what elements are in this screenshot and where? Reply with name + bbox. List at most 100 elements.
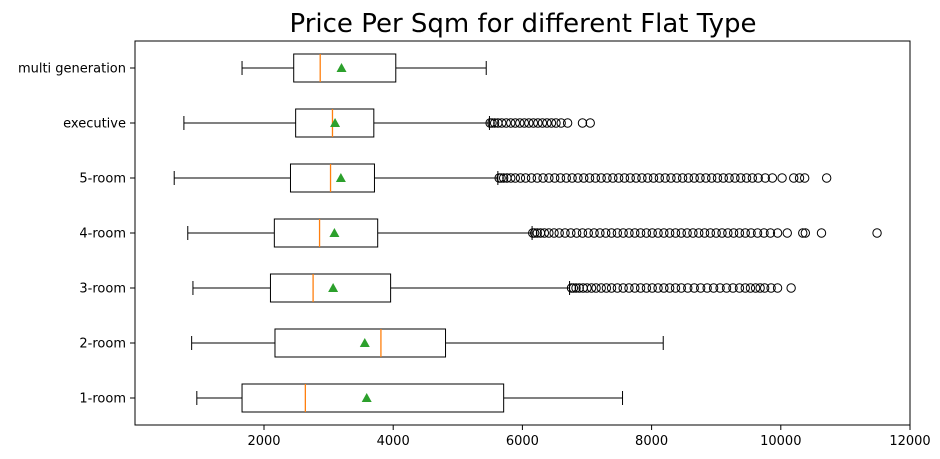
- flier-point: [624, 283, 634, 293]
- flier-point: [688, 228, 698, 238]
- flier-point: [750, 283, 761, 293]
- flier-point: [706, 173, 717, 183]
- flier-point: [740, 228, 750, 238]
- flier-point: [554, 228, 564, 238]
- y-tick-label: 4-room: [79, 227, 126, 242]
- flier-point: [585, 118, 595, 128]
- flier-point: [699, 228, 710, 238]
- flier-point: [782, 228, 792, 238]
- x-tick-label: 2000: [247, 434, 280, 449]
- y-tick-label: 2-room: [79, 337, 126, 352]
- flier-point: [721, 283, 732, 293]
- flier-point: [515, 118, 525, 128]
- flier-point: [567, 173, 577, 183]
- flier-point: [705, 228, 716, 238]
- flier-point: [532, 173, 542, 183]
- flier-point: [635, 283, 646, 293]
- flier-point: [542, 118, 552, 128]
- flier-point: [556, 118, 566, 128]
- box-iqr: [274, 328, 447, 358]
- flier-point: [641, 228, 652, 238]
- flier-point: [777, 173, 787, 183]
- flier-point: [589, 228, 599, 238]
- flier-point: [746, 228, 756, 238]
- flier-point: [664, 228, 675, 238]
- flier-point: [591, 283, 601, 293]
- flier-point: [734, 228, 745, 238]
- flier-point: [560, 228, 570, 238]
- box-iqr: [293, 53, 397, 83]
- flier-point: [641, 283, 652, 293]
- flier-point: [694, 228, 704, 238]
- plot-marks: [173, 53, 882, 413]
- flier-point: [637, 173, 647, 183]
- flier-point: [659, 228, 669, 238]
- flier-point: [562, 118, 573, 128]
- flier-point: [539, 228, 550, 238]
- flier-point: [529, 228, 540, 238]
- box-group-1-room: [196, 383, 624, 413]
- flier-point: [772, 228, 783, 238]
- flier-point: [571, 283, 581, 293]
- box-iqr: [295, 108, 375, 138]
- flier-point: [612, 283, 623, 293]
- flier-point: [653, 283, 663, 293]
- flier-point: [601, 228, 611, 238]
- x-axis: 2000 4000 6000 8000 10000 12000: [247, 425, 931, 449]
- mean-marker: [329, 228, 340, 237]
- x-tick-label: 12000: [889, 434, 930, 449]
- flier-point: [606, 228, 617, 238]
- flier-point: [584, 173, 595, 183]
- flier-point: [772, 283, 783, 293]
- flier-point: [538, 173, 548, 183]
- flier-point: [728, 283, 738, 293]
- flier-point: [619, 173, 630, 183]
- flier-point: [767, 173, 778, 183]
- flier-point: [676, 283, 687, 293]
- flier-point: [510, 173, 520, 183]
- flier-point: [740, 283, 750, 293]
- flier-point: [601, 283, 612, 293]
- flier-point: [683, 283, 693, 293]
- flier-point: [501, 118, 511, 128]
- flier-point: [701, 173, 711, 183]
- flier-point: [571, 228, 582, 238]
- flier-point: [526, 173, 537, 183]
- flier-point: [736, 173, 746, 183]
- x-tick-label: 10000: [760, 434, 801, 449]
- flier-point: [728, 228, 739, 238]
- box-group-5-room: [173, 163, 832, 193]
- flier-point: [555, 173, 566, 183]
- flier-point: [618, 283, 628, 293]
- flier-point: [689, 283, 699, 293]
- flier-point: [670, 283, 681, 293]
- flier-point: [816, 228, 827, 238]
- flier-point: [515, 173, 526, 183]
- y-tick-label: 3-room: [79, 282, 126, 297]
- flier-point: [659, 283, 669, 293]
- flier-point: [573, 173, 583, 183]
- flier-point: [596, 283, 606, 293]
- flier-point: [487, 118, 497, 128]
- flier-point: [624, 228, 634, 238]
- flier-point: [519, 118, 530, 128]
- flier-point: [672, 173, 682, 183]
- flier-point: [551, 118, 561, 128]
- flier-point: [759, 228, 769, 238]
- flier-point: [683, 173, 694, 183]
- flier-point: [789, 173, 799, 183]
- flier-point: [702, 283, 712, 293]
- flier-point: [723, 228, 733, 238]
- flier-point: [510, 118, 520, 128]
- flier-point: [745, 283, 756, 293]
- flier-point: [660, 173, 670, 183]
- flier-point: [798, 228, 808, 238]
- flier-point: [533, 118, 543, 128]
- flier-point: [613, 173, 624, 183]
- flier-point: [612, 228, 623, 238]
- flier-point: [653, 228, 663, 238]
- mean-marker: [330, 118, 341, 127]
- flier-point: [579, 173, 589, 183]
- flier-point: [544, 173, 554, 183]
